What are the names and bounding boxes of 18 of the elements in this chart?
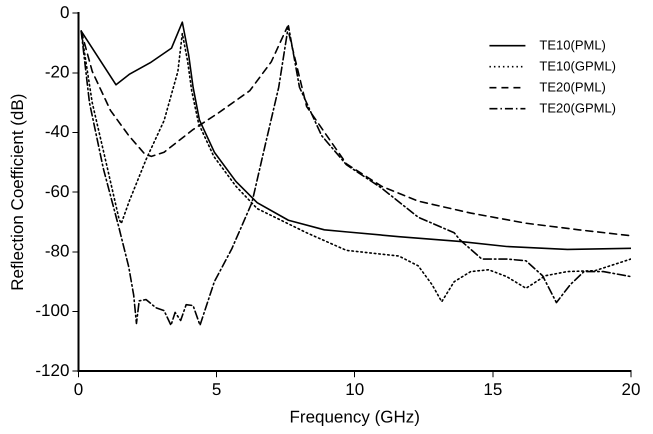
y-tick-label: -20 (44, 62, 70, 82)
x-tick-label: 10 (345, 380, 364, 400)
y-axis-title: Reflection Coefficient (dB) (8, 94, 27, 291)
y-tick-label: 0 (60, 2, 70, 22)
x-tick-label: 20 (622, 380, 640, 400)
y-tick-label: -80 (44, 242, 70, 261)
legend-label: TE20(PML) (539, 79, 606, 94)
x-tick-label: 0 (74, 380, 84, 400)
y-tick-label: -120 (35, 360, 70, 380)
y-tick-label: -40 (44, 122, 70, 142)
y-tick-label: -100 (35, 301, 70, 320)
x-axis-title: Frequency (GHz) (290, 407, 420, 426)
x-tick-label: 15 (483, 380, 502, 400)
legend-label: TE20(GPML) (539, 100, 616, 116)
legend-label: TE10(GPML) (539, 58, 616, 74)
legend-label: TE10(PML) (539, 37, 606, 52)
y-tick-label: -60 (44, 182, 70, 201)
x-tick-label: 5 (212, 380, 222, 400)
